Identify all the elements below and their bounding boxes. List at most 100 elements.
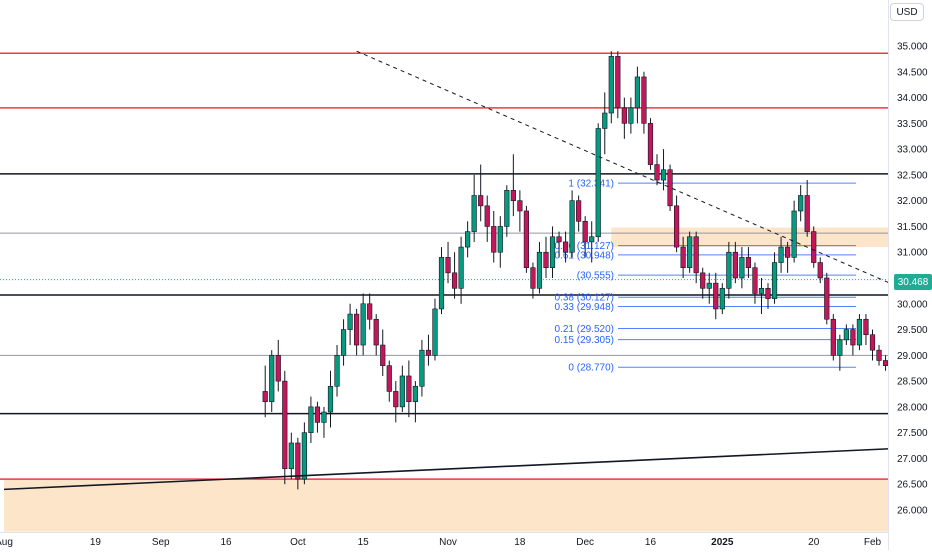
candle xyxy=(438,247,445,315)
candle-body xyxy=(700,272,706,289)
candle xyxy=(523,205,529,273)
candle xyxy=(510,154,516,217)
candle xyxy=(576,195,582,232)
candle-body xyxy=(412,385,418,403)
candle xyxy=(856,314,863,351)
candle-body xyxy=(484,205,490,227)
candle xyxy=(360,293,366,356)
x-tick-label: 19 xyxy=(90,537,102,548)
candle xyxy=(589,221,595,263)
candle-body xyxy=(739,257,745,279)
supply-demand-zone-0 xyxy=(611,227,888,248)
candle xyxy=(321,406,327,438)
candle xyxy=(451,252,458,299)
candle xyxy=(367,293,373,330)
candle-body xyxy=(876,349,882,361)
candle-body xyxy=(406,375,412,403)
y-tick-label: 32.500 xyxy=(897,170,928,181)
candle-body xyxy=(634,76,641,109)
fib-level-label: 0.15 (29.305) xyxy=(555,335,615,346)
candle-body xyxy=(654,164,660,181)
fib-level-label: 0.61 (30.948) xyxy=(555,250,615,261)
candle-body xyxy=(687,236,693,268)
candle-body xyxy=(673,205,680,248)
candle xyxy=(771,252,778,304)
candle xyxy=(784,241,791,273)
candle-body xyxy=(804,195,810,232)
candle xyxy=(295,437,301,490)
candle-body xyxy=(647,123,654,165)
y-tick-label: 33.000 xyxy=(897,145,928,156)
candle xyxy=(869,329,876,361)
y-tick-label: 34.000 xyxy=(897,93,928,104)
candle xyxy=(373,314,379,356)
candle xyxy=(458,236,464,304)
candle-body xyxy=(798,195,804,212)
candle xyxy=(706,272,712,304)
candle-body xyxy=(301,432,307,480)
candle-body xyxy=(745,257,752,268)
candle xyxy=(327,370,334,428)
candle xyxy=(484,195,490,242)
candle-body xyxy=(837,339,843,356)
candle-body xyxy=(504,190,510,227)
candle-body xyxy=(399,375,405,408)
candle-body xyxy=(262,391,268,403)
candle xyxy=(419,339,425,397)
candle-body xyxy=(882,360,889,366)
candle xyxy=(732,241,738,284)
candle xyxy=(667,164,673,211)
candle xyxy=(425,334,432,366)
candle-body xyxy=(295,442,301,480)
currency-label: USD xyxy=(896,6,918,18)
candle xyxy=(445,241,451,284)
candle-body xyxy=(693,236,699,274)
candle-body xyxy=(719,288,725,310)
candle xyxy=(608,51,614,124)
y-tick-label: 32.000 xyxy=(897,196,928,207)
current-price-tag: 30.468 xyxy=(894,274,932,290)
candle xyxy=(308,396,314,443)
candle-body xyxy=(628,107,634,124)
fib-level-label: 0 (28.770) xyxy=(568,363,614,374)
candle-body xyxy=(556,236,562,243)
candle xyxy=(275,339,281,392)
candle-body xyxy=(517,200,523,212)
candle-body xyxy=(549,236,556,268)
candle-body xyxy=(269,355,275,403)
candle xyxy=(530,262,536,299)
x-tick-label: Feb xyxy=(864,537,882,548)
fib-level-label: 0.66 (31.127) xyxy=(555,241,615,252)
candle-body xyxy=(726,251,732,289)
candle-body xyxy=(451,272,458,289)
candle-body xyxy=(327,385,334,413)
candle-body xyxy=(367,303,373,320)
candle xyxy=(615,51,621,119)
x-tick-label: Nov xyxy=(439,537,457,548)
candle xyxy=(497,216,503,268)
supply-demand-zone-1 xyxy=(4,479,888,532)
y-tick-label: 29.500 xyxy=(897,325,928,336)
candle-body xyxy=(523,210,529,268)
y-tick-label: 28.500 xyxy=(897,377,928,388)
fib-level-label: 0.21 (29.520) xyxy=(555,324,615,335)
candle xyxy=(602,92,608,155)
candle xyxy=(752,262,758,304)
candle xyxy=(876,345,882,366)
candle xyxy=(693,231,699,284)
candle-body xyxy=(275,355,281,382)
candle-body xyxy=(478,195,484,207)
candle-body xyxy=(340,329,347,356)
candle xyxy=(628,97,634,134)
candle xyxy=(504,185,510,237)
candle xyxy=(758,278,765,315)
x-tick-label: 16 xyxy=(220,537,232,548)
candle-body xyxy=(765,288,771,299)
candle-body xyxy=(308,406,314,433)
currency-selector[interactable]: USD xyxy=(890,3,924,21)
candle-body xyxy=(621,107,627,124)
candle xyxy=(765,283,771,309)
candle-body xyxy=(288,442,294,470)
